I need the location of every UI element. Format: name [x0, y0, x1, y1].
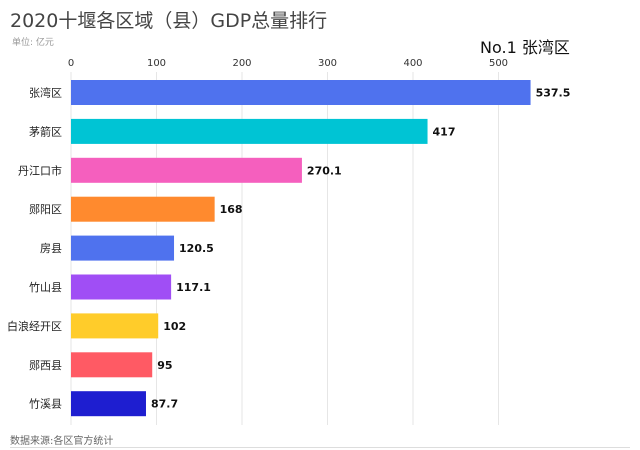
value-label: 270.1 [307, 164, 342, 177]
bar [71, 157, 302, 183]
x-axis-ticks: 0 100 200 300 400 500 [68, 58, 508, 69]
tick-label: 100 [147, 58, 166, 69]
category-label: 竹溪县 [29, 397, 62, 411]
category-label: 郧西县 [29, 359, 62, 372]
category-label: 张湾区 [29, 86, 62, 100]
bar [71, 235, 175, 261]
value-label: 537.5 [536, 87, 571, 100]
value-labels: 537.5 417 270.1 168 120.5 117.1 102 95 87.7 [151, 87, 570, 411]
category-label: 郧阳区 [29, 203, 62, 216]
bar [71, 196, 215, 222]
tick-label: 200 [232, 58, 251, 69]
footer-divider [10, 447, 630, 448]
leader-label: No.1 张湾区 [480, 38, 570, 57]
value-label: 87.7 [151, 398, 178, 411]
bars [71, 80, 531, 417]
value-label: 117.1 [176, 281, 211, 294]
category-label: 白浪经开区 [7, 319, 62, 333]
value-label: 102 [163, 320, 186, 333]
tick-label: 500 [489, 58, 508, 69]
value-label: 120.5 [179, 242, 214, 255]
bar [71, 80, 531, 105]
category-label: 房县 [40, 242, 62, 255]
tick-label: 400 [403, 58, 422, 69]
category-label: 茅箭区 [29, 124, 62, 138]
bar [71, 118, 428, 144]
bar [71, 313, 159, 339]
chart-title: 2020十堰各区域（县）GDP总量排行 [10, 10, 328, 32]
tick-label: 300 [318, 58, 337, 69]
data-source: 数据来源:各区官方统计 [10, 436, 114, 447]
category-label: 丹江口市 [18, 163, 62, 177]
value-label: 95 [157, 359, 172, 372]
unit-label: 单位: 亿元 [12, 38, 54, 48]
bar [71, 391, 146, 417]
bar [71, 352, 153, 378]
value-label: 168 [220, 203, 243, 216]
tick-label: 0 [68, 58, 74, 69]
bar [71, 274, 172, 300]
value-label: 417 [433, 125, 456, 138]
category-label: 竹山县 [29, 280, 62, 294]
